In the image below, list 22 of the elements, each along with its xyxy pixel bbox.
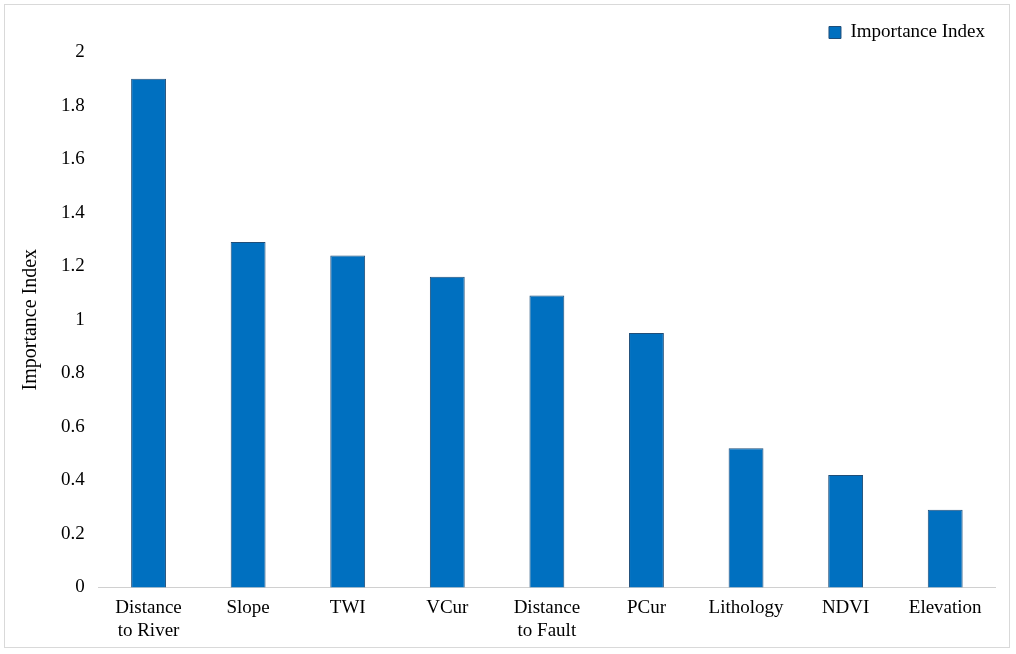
x-tick-label: Lithology [708,595,785,617]
x-tick-label: NDVI [821,595,870,617]
x-tick-label: VCur [426,595,470,617]
x-tick-label: Distance to River [115,595,182,640]
y-tick-label: 1.4 [61,200,86,222]
y-tick-label: 2 [75,39,85,61]
x-tick-label: Elevation [908,595,983,617]
y-tick-label: 0.8 [61,361,85,383]
y-tick-label: 0 [75,575,85,597]
y-tick-label: 1.8 [61,93,85,115]
legend-label: Importance Index [850,20,986,42]
y-tick-label: 1.2 [61,254,85,276]
y-tick-label: 0.6 [61,414,85,436]
x-tick-label: Distance to Fault [513,595,581,640]
x-tick-label: TWI [329,595,366,617]
x-tick-label: Slope [226,595,270,617]
y-tick-label: 1 [75,307,85,329]
y-tick-label: 0.2 [61,521,85,543]
y-tick-label: 0.4 [61,468,86,490]
y-axis-title: Importance Index [18,248,42,391]
y-tick-label: 1.6 [61,147,85,169]
x-tick-label: PCur [626,595,667,617]
